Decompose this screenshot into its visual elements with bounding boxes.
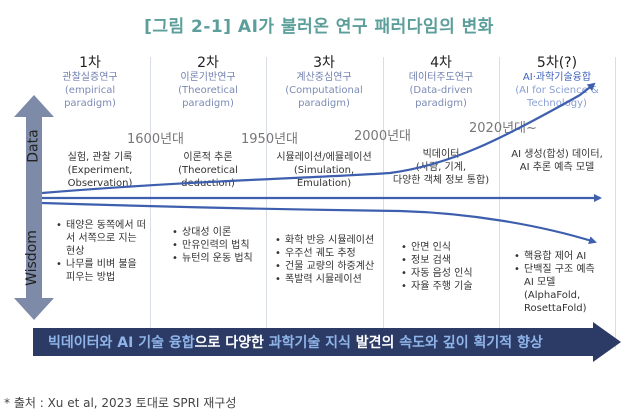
wisdom-list-5: 핵융합 제어 AI 단백질 구조 예측 AI 모델 (AlphaFold, Ro… [514, 250, 606, 315]
figure-title: [그림 2-1] AI가 불러온 연구 패러다임의 변화 [144, 17, 494, 37]
wisdom-list-1: 태양은 동쪽에서 떠서 서쪽으로 지는 현상 나무를 비벼 불을 피우는 방법 [56, 219, 148, 284]
paradigm-name-en: Technology) [527, 98, 587, 109]
era-label-1950s: 1950년대 [241, 132, 299, 147]
data-item-1: 실험, 관찰 기록 (Experiment, Observation) [67, 152, 133, 189]
paradigm-header-5: 5차(?) AI·과학기술융합 (AI for Science & Techno… [499, 55, 615, 110]
data-item-3: 시뮬레이션/에뮬레이션 (Simulation, Emulation) [276, 152, 372, 189]
paradigm-number: 5차(?) [536, 55, 578, 71]
paradigm-number: 3차 [313, 55, 335, 71]
column-divider [383, 57, 384, 349]
paradigm-name-en: (Theoretical [178, 85, 238, 96]
era-label-2000s: 2000년대 [354, 129, 412, 144]
list-item: 뉴턴의 운동 법칙 [172, 252, 264, 265]
column-divider [499, 57, 500, 349]
paradigm-name-ko: 이론기반연구 [180, 72, 236, 83]
wisdom-list-3: 화학 반응 시뮬레이션 우주선 궤도 추정 건물 교량의 하중계산 폭발력 시뮬… [275, 234, 385, 286]
paradigm-name-en: paradigm) [182, 98, 234, 109]
list-item: 화학 반응 시뮬레이션 [275, 234, 385, 247]
paradigm-name-ko: 관찰실증연구 [62, 72, 118, 83]
paradigm-name-en: paradigm) [415, 98, 467, 109]
paradigm-name-en: (empirical [64, 85, 116, 96]
list-item: 자율 주행 기술 [401, 280, 497, 293]
wisdom-list-4: 안면 인식 정보 검색 자동 음성 인식 자율 주행 기술 [401, 241, 497, 293]
list-item: 핵융합 제어 AI [514, 250, 606, 263]
list-item: 태양은 동쪽에서 떠서 서쪽으로 지는 현상 [56, 219, 148, 258]
data-growth-curve [41, 82, 596, 195]
paradigm-number: 1차 [79, 55, 101, 71]
summary-banner-arrow [33, 322, 621, 362]
paradigm-header-1: 1차 관찰실증연구 (empirical paradigm) [32, 55, 148, 110]
list-item: 안면 인식 [401, 241, 497, 254]
column-divider [150, 57, 151, 349]
list-item: 상대성 이론 [172, 226, 264, 239]
era-label-2020s: 2020년대~ [469, 121, 537, 136]
list-item: 나무를 비벼 불을 피우는 방법 [56, 258, 148, 284]
paradigm-name-en: paradigm) [64, 98, 116, 109]
era-label-1600s: 1600년대 [127, 132, 185, 147]
paradigm-name-en: (AI for Science & [515, 85, 599, 96]
column-divider [615, 57, 616, 349]
column-divider [266, 57, 267, 349]
paradigm-header-2: 2차 이론기반연구 (Theoretical paradigm) [150, 55, 266, 110]
summary-banner-text: 빅데이터와 AI 기술 융합으로 다양한 과학기술 지식 발견의 속도와 깊이 … [48, 335, 543, 351]
paradigm-header-3: 3차 계산중심연구 (Computational paradigm) [266, 55, 382, 110]
data-wisdom-double-arrow [14, 95, 54, 320]
data-item-2: 이론적 추론 (Theoretical deduction) [178, 152, 238, 189]
paradigm-number: 2차 [197, 55, 219, 71]
paradigm-number: 4차 [430, 55, 452, 71]
data-item-4: 빅데이터 (사람, 기계, 다양한 객체 정보 통합) [392, 149, 490, 186]
source-note: * 출처 : Xu et al, 2023 토대로 SPRI 재구성 [4, 396, 237, 410]
list-item: 정보 검색 [401, 254, 497, 267]
paradigm-name-ko: 데이터주도연구 [408, 72, 474, 83]
paradigm-name-en: (Computational [285, 85, 363, 96]
list-item: 단백질 구조 예측 AI 모델 (AlphaFold, RosettaFold) [514, 263, 606, 315]
wisdom-growth-curve [41, 201, 597, 245]
list-item: 우주선 궤도 추정 [275, 247, 385, 260]
paradigm-name-en: (Data-driven [409, 85, 473, 96]
paradigm-name-en: paradigm) [298, 98, 350, 109]
paradigm-name-ko: AI·과학기술융합 [522, 72, 592, 83]
wisdom-list-2: 상대성 이론 만유인력의 법칙 뉴턴의 운동 법칙 [172, 226, 264, 265]
list-item: 폭발력 시뮬레이션 [275, 273, 385, 286]
paradigm-name-ko: 계산중심연구 [296, 72, 352, 83]
list-item: 만유인력의 법칙 [172, 239, 264, 252]
paradigm-header-4: 4차 데이터주도연구 (Data-driven paradigm) [383, 55, 499, 110]
list-item: 건물 교량의 하중계산 [275, 260, 385, 273]
list-item: 자동 음성 인식 [401, 267, 497, 280]
data-item-5: AI 생성(합성) 데이터, AI 추론 예측 모델 [511, 149, 603, 173]
